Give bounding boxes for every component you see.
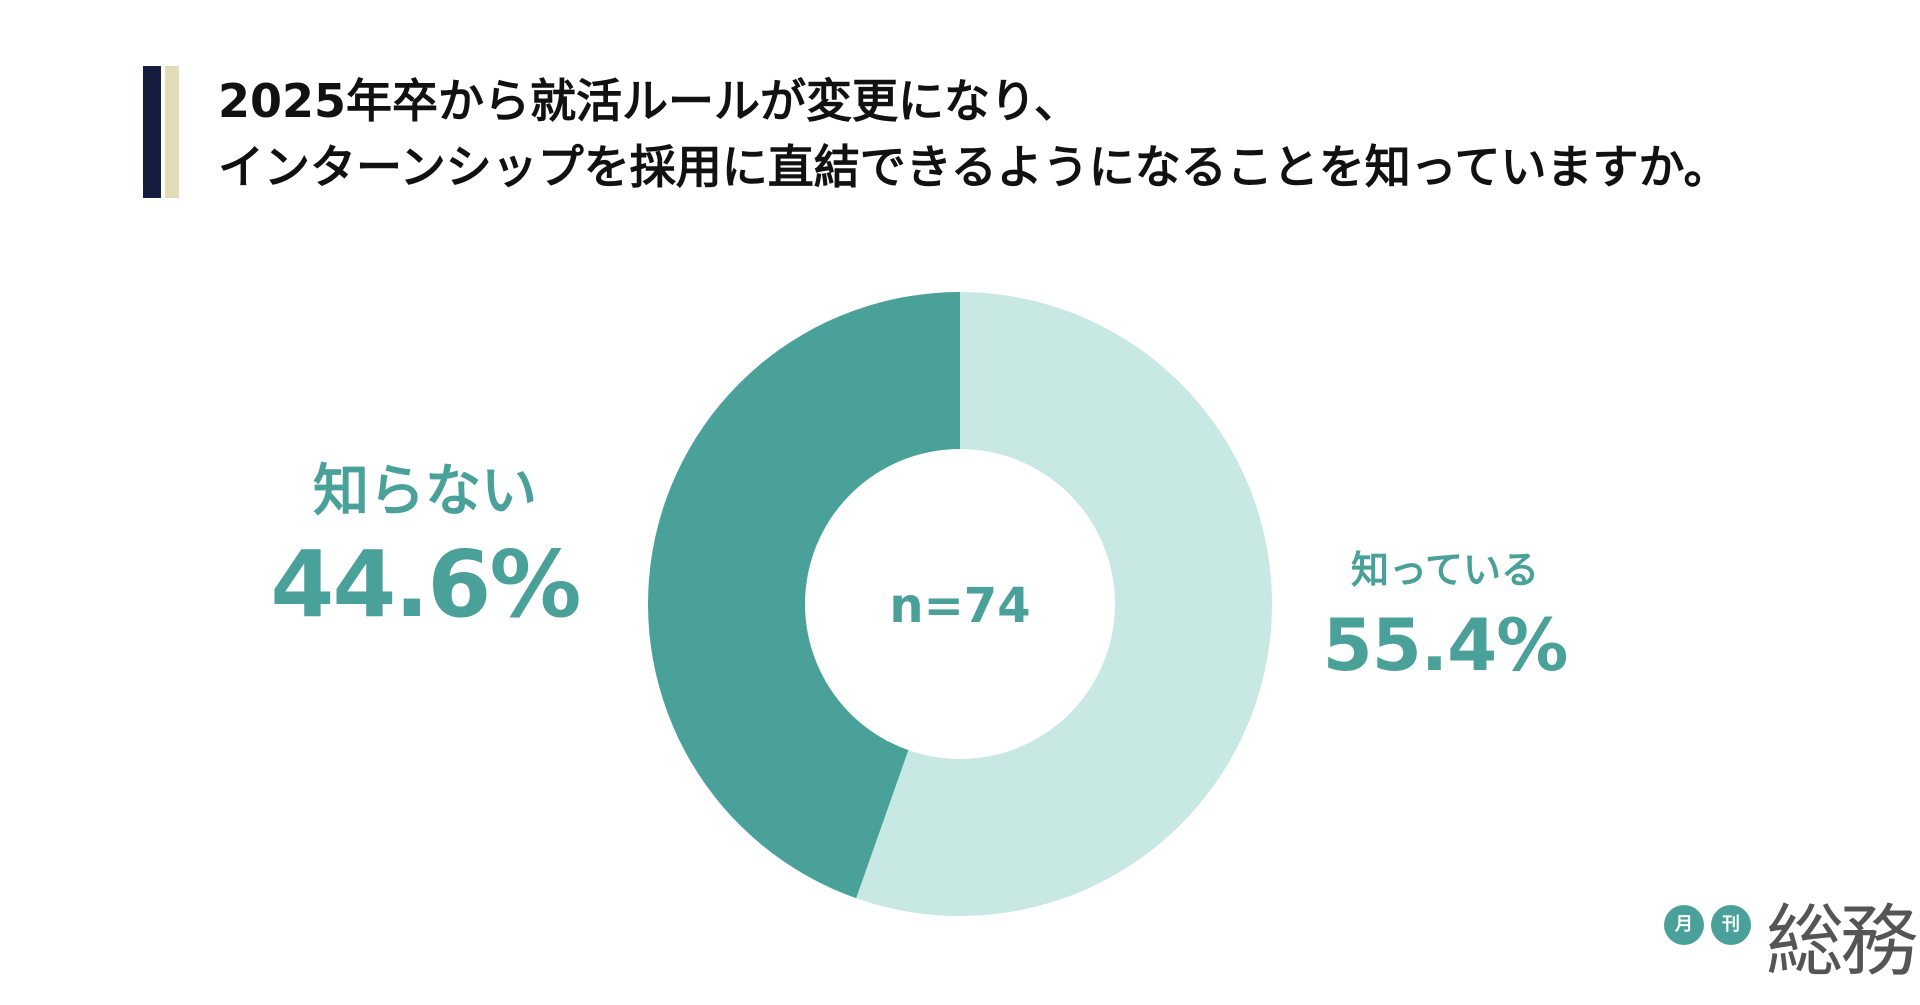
chart-title-line-1: 2025年卒から就活ルールが変更になり、 bbox=[218, 74, 1081, 128]
donut-slice-known bbox=[856, 292, 1272, 916]
sample-size-label: n=74 bbox=[889, 578, 1031, 634]
publisher-logo: 月 刊 総務 bbox=[1656, 895, 1918, 990]
logo-badge-2: 刊 bbox=[1711, 905, 1751, 945]
slice-value-known: 55.4% bbox=[1322, 603, 1569, 687]
slice-value-unknown: 44.6% bbox=[270, 531, 581, 638]
logo-wordmark: 総務 bbox=[1766, 897, 1918, 987]
chart-title: 2025年卒から就活ルールが変更になり、 インターンシップを採用に直結できるよう… bbox=[218, 68, 1898, 200]
slice-label-known: 知っている bbox=[1350, 548, 1540, 592]
title-accent-bar-dark bbox=[143, 66, 161, 198]
logo-badge-1: 月 bbox=[1664, 905, 1704, 945]
chart-title-line-2: インターンシップを採用に直結できるようになることを知っていますか。 bbox=[218, 140, 1730, 194]
slice-label-unknown: 知らない bbox=[313, 459, 537, 524]
donut-slice-unknown bbox=[647, 292, 960, 899]
title-accent-bar-light bbox=[165, 66, 179, 198]
